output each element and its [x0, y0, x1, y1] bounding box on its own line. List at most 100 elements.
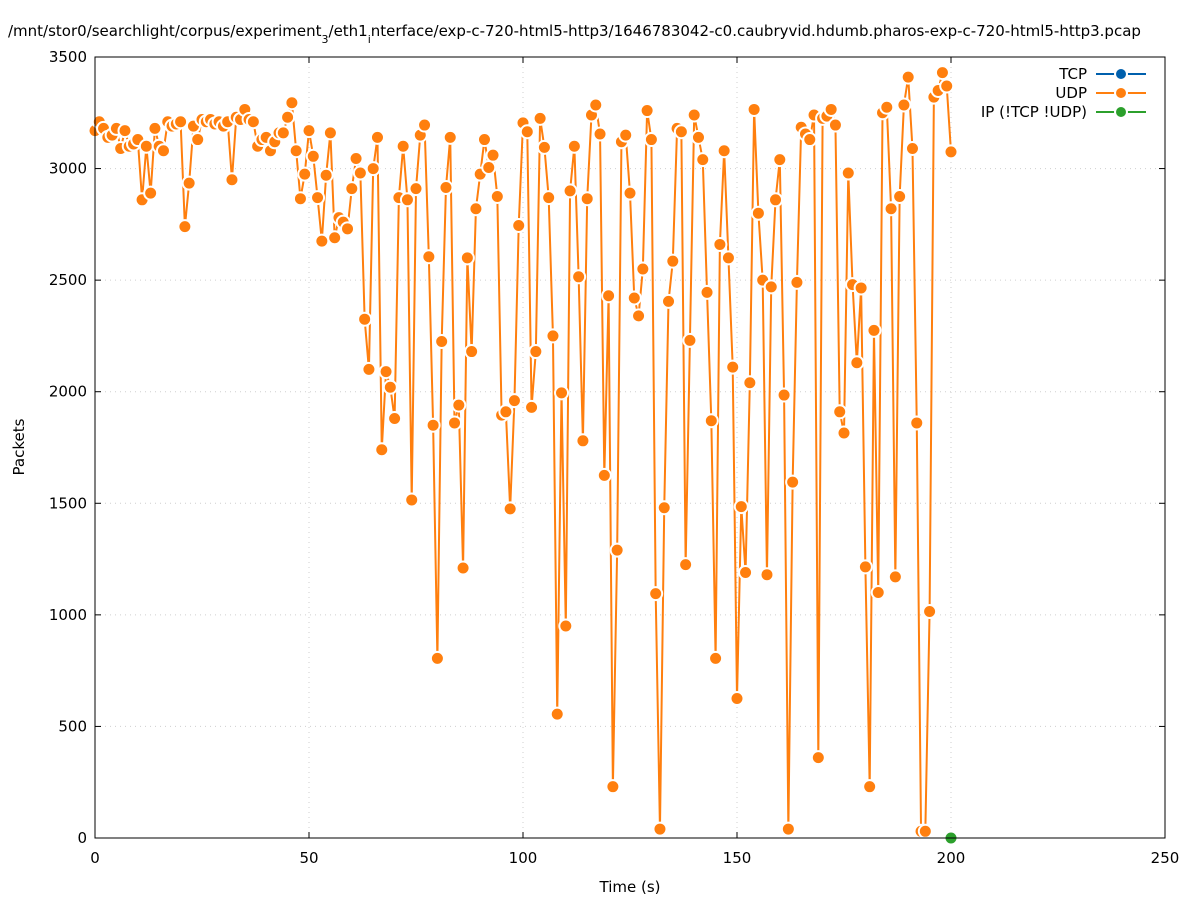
data-point [892, 188, 908, 204]
legend-swatch-marker [1114, 105, 1128, 119]
data-point [896, 97, 912, 113]
data-point [297, 166, 313, 182]
data-point [476, 132, 492, 148]
data-point [288, 143, 304, 159]
data-point [575, 433, 591, 449]
y-tick-label: 500 [58, 717, 87, 735]
data-point [879, 99, 895, 115]
data-point [622, 185, 638, 201]
data-point [571, 269, 587, 285]
data-point [716, 143, 732, 159]
data-point [631, 308, 647, 324]
data-point [904, 140, 920, 156]
data-point [665, 253, 681, 269]
data-point [447, 415, 463, 431]
data-point [489, 188, 505, 204]
data-point [536, 139, 552, 155]
legend-swatch-marker [1114, 86, 1128, 100]
data-point [870, 585, 886, 601]
data-point [177, 219, 193, 235]
data-point [785, 474, 801, 490]
data-point [155, 143, 171, 159]
data-point [395, 138, 411, 154]
data-point [369, 129, 385, 145]
data-point [305, 148, 321, 164]
data-point [733, 499, 749, 515]
data-point [789, 274, 805, 290]
data-point [725, 359, 741, 375]
data-point [652, 821, 668, 837]
data-point [173, 114, 189, 130]
legend-label: UDP [1055, 84, 1087, 102]
data-point [280, 109, 296, 125]
data-point [344, 181, 360, 197]
data-point [451, 397, 467, 413]
data-point [143, 185, 159, 201]
x-axis-label: Time (s) [599, 878, 661, 896]
data-point [245, 114, 261, 130]
data-point [455, 560, 471, 576]
data-point [772, 152, 788, 168]
data-point [485, 147, 501, 163]
x-tick-label: 150 [723, 849, 752, 867]
data-point [425, 417, 441, 433]
data-point [579, 191, 595, 207]
data-point [849, 355, 865, 371]
data-point [506, 393, 522, 409]
data-point [147, 120, 163, 136]
data-point [883, 201, 899, 217]
chart-title: /mnt/stor0/searchlight/corpus/experiment… [8, 22, 1141, 46]
data-point [181, 175, 197, 191]
data-point [708, 650, 724, 666]
data-point [939, 78, 955, 94]
data-point [596, 467, 612, 483]
data-point [417, 117, 433, 133]
data-point [348, 151, 364, 167]
data-point [934, 65, 950, 81]
data-point [673, 124, 689, 140]
x-tick-label: 0 [90, 849, 100, 867]
data-point [117, 123, 133, 139]
data-point [541, 190, 557, 206]
data-point [601, 288, 617, 304]
data-point [434, 334, 450, 350]
y-tick-label: 2000 [49, 383, 87, 401]
data-point [922, 604, 938, 620]
data-point [802, 132, 818, 148]
data-point [357, 311, 373, 327]
data-point [382, 379, 398, 395]
data-point [866, 322, 882, 338]
gridlines [95, 57, 1165, 838]
data-point [511, 217, 527, 233]
data-point [566, 138, 582, 154]
data-point [340, 221, 356, 237]
x-tick-label: 200 [937, 849, 966, 867]
data-point [742, 375, 758, 391]
data-point [857, 559, 873, 575]
data-point [374, 442, 390, 458]
data-point [763, 279, 779, 295]
data-point [682, 332, 698, 348]
data-point [605, 779, 621, 795]
legend-label: TCP [1058, 65, 1087, 83]
data-point [840, 165, 856, 181]
y-axis-label: Packets [10, 418, 28, 475]
data-point [292, 191, 308, 207]
data-point [780, 821, 796, 837]
data-point [442, 129, 458, 145]
data-point [635, 261, 651, 277]
data-point [554, 385, 570, 401]
data-point [284, 95, 300, 111]
data-point [310, 190, 326, 206]
legend-label: IP (!TCP !UDP) [981, 103, 1087, 121]
data-point [746, 101, 762, 117]
data-point [399, 192, 415, 208]
x-tick-label: 50 [299, 849, 318, 867]
data-point [712, 236, 728, 252]
data-point [917, 823, 933, 839]
data-point [827, 117, 843, 133]
data-point [750, 205, 766, 221]
data-point [322, 125, 338, 141]
data-point [823, 101, 839, 117]
data-point [532, 110, 548, 126]
